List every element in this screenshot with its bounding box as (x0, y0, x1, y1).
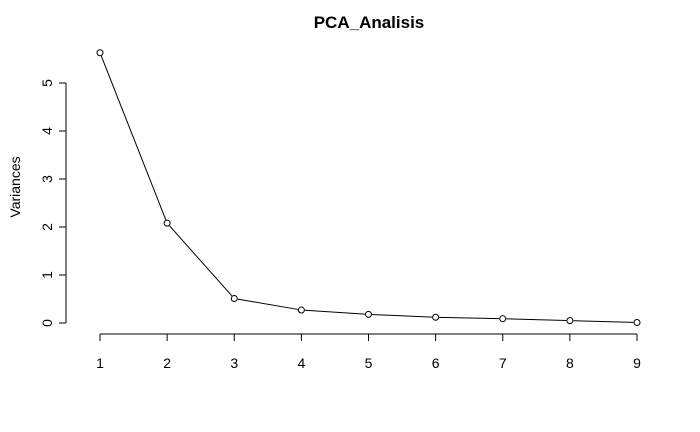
series-line-path (100, 55, 634, 323)
x-tick-label: 5 (365, 355, 373, 371)
x-axis: 1 2 3 4 5 6 7 8 9 (96, 333, 641, 371)
y-tick-label: 2 (39, 223, 55, 231)
y-axis-label: Variances (7, 156, 23, 217)
y-tick-label: 1 (39, 271, 55, 279)
data-point (297, 306, 305, 314)
x-tick-label: 4 (297, 355, 305, 371)
x-tick-label: 3 (230, 355, 238, 371)
chart-title: PCA_Analisis (314, 13, 425, 32)
data-point (566, 317, 574, 325)
y-axis: 0 1 2 3 4 5 (39, 79, 67, 327)
data-point (230, 295, 238, 303)
x-tick-label: 9 (633, 355, 641, 371)
data-point (96, 49, 104, 57)
data-points (96, 49, 641, 327)
x-tick-label: 8 (566, 355, 574, 371)
data-point (163, 219, 171, 227)
y-tick-label: 5 (39, 79, 55, 87)
x-tick-label: 7 (499, 355, 507, 371)
x-tick-label: 6 (432, 355, 440, 371)
data-point (365, 310, 372, 318)
y-tick-label: 3 (39, 175, 55, 183)
data-point (633, 319, 641, 327)
y-tick-label: 0 (39, 319, 55, 327)
data-point (432, 313, 440, 321)
x-tick-label: 2 (163, 355, 171, 371)
x-tick-label: 1 (96, 355, 104, 371)
y-tick-label: 4 (39, 127, 55, 135)
data-point (499, 315, 507, 323)
